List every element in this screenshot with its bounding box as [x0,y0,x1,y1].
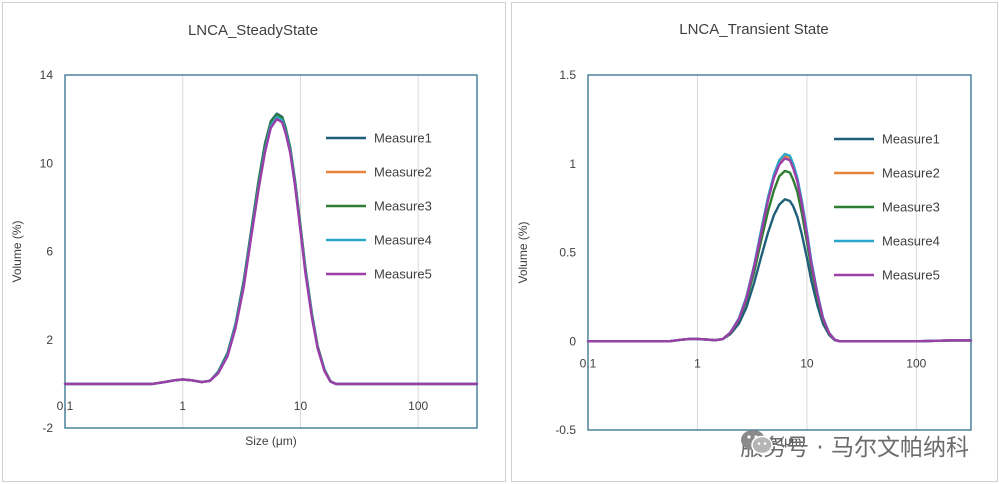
legend-label: Measure1 [374,131,432,146]
y-tick-label: 1.5 [559,68,576,82]
series-line-measure4 [63,115,479,386]
chart-title: LNCA_Transient State [679,21,829,38]
legend-label: Measure5 [882,268,940,283]
x-tick-label: 100 [408,399,428,413]
legend-label: Measure1 [882,132,940,147]
chart-title: LNCA_SteadyState [188,22,318,39]
series-line-measure5 [63,117,479,386]
x-tick-label: 0.1 [57,399,74,413]
y-tick-label: -0.5 [555,423,576,437]
y-tick-label: 6 [46,245,53,259]
legend-item-measure4: Measure4 [834,234,940,249]
legend-label: Measure4 [374,233,432,248]
legend-label: Measure5 [374,267,432,282]
x-axis-label: Size (μm) [245,434,297,448]
legend-item-measure4: Measure4 [326,233,432,248]
legend-item-measure3: Measure3 [326,199,432,214]
y-tick-label: 10 [40,156,54,170]
y-tick-label: 14 [40,68,54,82]
y-tick-label: 1 [569,157,576,171]
plot-area-border [587,74,972,431]
x-tick-label: 10 [800,356,814,370]
y-tick-label: -2 [42,421,53,435]
chart-panel-steady-state: LNCA_SteadyState 14 10 6 2 -2 0.1 1 10 100 Size (μ… [2,2,506,482]
watermark: 服务号 · 马尔文帕纳科 [740,428,969,462]
legend-label: Measure3 [374,199,432,214]
legend-item-measure3: Measure3 [834,200,940,215]
x-tick-label: 0.1 [580,356,597,370]
legend-item-measure2: Measure2 [834,166,940,181]
watermark-text: 服务号 · 马尔文帕纳科 [740,435,969,461]
legend-label: Measure2 [882,166,940,181]
y-axis-label: Volume (%) [10,220,24,282]
legend-label: Measure2 [374,165,432,180]
steady-state-chart: LNCA_SteadyState 14 10 6 2 -2 0.1 1 10 100 Size (μ… [10,22,479,448]
wechat-icon [741,430,773,455]
legend-item-measure1: Measure1 [326,131,432,146]
series-line-measure3 [586,169,973,343]
y-tick-label: 0.5 [559,246,576,260]
legend-label: Measure3 [882,200,940,215]
series-line-measure1 [63,112,479,386]
x-tick-label: 1 [179,399,186,413]
series-line-measure2 [586,154,973,343]
y-tick-label: 0 [569,334,576,348]
series-line-measure2 [63,114,479,386]
y-axis-label: Volume (%) [516,221,530,283]
y-tick-label: 2 [46,333,53,347]
x-tick-label: 1 [694,356,701,370]
legend-label: Measure4 [882,234,940,249]
plot-area-border [64,74,478,429]
legend-item-measure1: Measure1 [834,132,940,147]
transient-state-chart: LNCA_Transient State 1.5 1 0.5 0 -0.5 0.1 1 10 10… [516,21,973,448]
legend-item-measure5: Measure5 [834,268,940,283]
series-line-measure3 [63,113,479,386]
legend-item-measure5: Measure5 [326,267,432,282]
chart-panel-transient-state: LNCA_Transient State 1.5 1 0.5 0 -0.5 0.1 1 10 10… [511,2,998,482]
x-tick-label: 100 [906,356,926,370]
series-line-measure5 [586,157,973,343]
x-tick-label: 10 [294,399,308,413]
legend-item-measure2: Measure2 [326,165,432,180]
